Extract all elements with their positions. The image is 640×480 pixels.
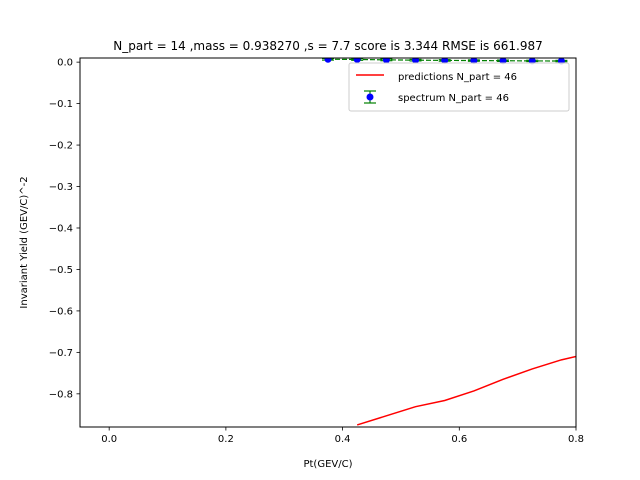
y-tick-label: −0.5 xyxy=(49,265,73,276)
spectrum-point xyxy=(441,58,449,64)
y-tick-label: 0.0 xyxy=(57,58,73,69)
legend-label-spectrum: spectrum N_part = 46 xyxy=(398,93,509,104)
legend-marker-spectrum xyxy=(366,93,374,101)
y-tick-label: −0.3 xyxy=(49,182,73,193)
spectrum-point xyxy=(382,58,390,64)
x-axis-label: Pt(GEV/C) xyxy=(303,459,352,470)
x-tick-label: 0.4 xyxy=(335,434,351,445)
spectrum-point xyxy=(412,58,420,64)
x-tick-label: 0.6 xyxy=(451,434,467,445)
chart-title: N_part = 14 ,mass = 0.938270 ,s = 7.7 sc… xyxy=(113,39,542,53)
spectrum-point xyxy=(324,58,332,63)
x-tick-label: 0.0 xyxy=(101,434,117,445)
y-tick-label: −0.6 xyxy=(49,306,73,317)
plot-frame xyxy=(79,57,577,428)
y-tick-label: −0.2 xyxy=(49,141,73,152)
predictions-line xyxy=(356,355,576,426)
y-tick-label: −0.8 xyxy=(49,389,73,400)
y-tick-label: −0.4 xyxy=(49,223,73,234)
legend-box xyxy=(348,62,570,112)
x-tick-label: 0.8 xyxy=(568,434,584,445)
y-axis: 0.0 −0.1 −0.2 −0.3 −0.4 −0.5 −0.6 −0.7 −0.8 xyxy=(49,58,80,400)
legend-label-predictions: predictions N_part = 46 xyxy=(398,72,517,83)
x-tick-label: 0.2 xyxy=(218,434,234,445)
x-axis: 0.0 0.2 0.4 0.6 0.8 xyxy=(101,427,584,445)
y-tick-label: −0.7 xyxy=(49,348,73,359)
legend: predictions N_part = 46 spectrum N_part … xyxy=(348,62,570,112)
spectrum-point xyxy=(353,58,361,63)
y-tick-label: −0.1 xyxy=(49,99,73,110)
y-axis-label: Invariant Yield (GEV/C)^-2 xyxy=(19,176,30,308)
